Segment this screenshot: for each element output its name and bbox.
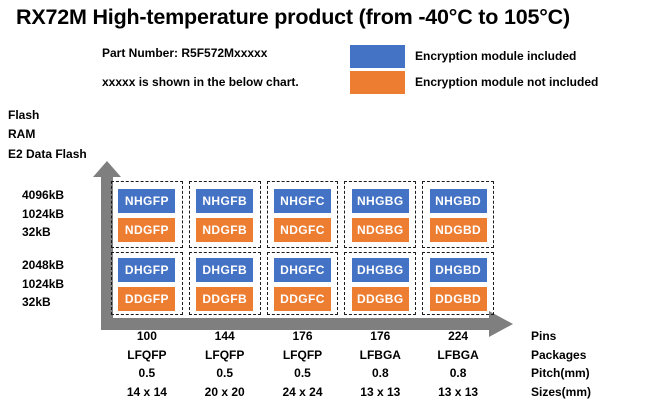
part-chip-encrypted: DHGFB (196, 258, 254, 282)
part-chip-not-encrypted: NDGBD (429, 218, 487, 242)
memory-label: 4096kB (22, 188, 65, 202)
part-chip-not-encrypted: DDGFP (118, 287, 176, 311)
part-chip-not-encrypted: NDGFB (196, 218, 254, 242)
table-row-pins: 100 144 176 176 224 (111, 327, 494, 346)
package-value: LFQFP (205, 347, 245, 362)
product-grid-row-2: DHGFP DDGFP DHGFB DDGFB DHGFC DDGFC DHGB… (111, 252, 494, 315)
memory-group-2-labels: 2048kB 1024kB 32kB (22, 256, 64, 312)
part-chip-not-encrypted: NDGBG (351, 218, 409, 242)
package-value: LFQFP (282, 347, 323, 362)
row-label-packages: Packages (531, 347, 587, 362)
package-value: LFBGA (359, 347, 401, 362)
memory-group-1-labels: 4096kB 1024kB 32kB (22, 186, 64, 242)
x-axis-arrow (101, 318, 490, 330)
grid-cell: DHGFB DDGFB (188, 252, 261, 315)
row-label-pins: Pins (531, 329, 557, 343)
pitch-value: 0.8 (371, 366, 389, 380)
table-row-pitch: 0.5 0.5 0.5 0.8 0.8 (111, 364, 494, 383)
pitch-value: 0.5 (216, 366, 234, 380)
part-chip-encrypted: DHGFC (273, 258, 331, 282)
part-chip-not-encrypted: DDGFB (196, 287, 254, 311)
part-chip-encrypted: DHGBD (429, 258, 487, 282)
table-row-packages: LFQFP LFQFP LFQFP LFBGA LFBGA (111, 346, 494, 365)
y-axis-arrow-head-icon (93, 161, 121, 177)
pitch-value: 0.8 (449, 366, 467, 380)
part-chip-encrypted: NHGFB (196, 189, 254, 213)
grid-cell: NHGFC NDGFC (266, 181, 339, 248)
size-value: 24 x 24 (282, 384, 323, 399)
part-number-text: Part Number: R5F572Mxxxxx (102, 46, 268, 60)
memory-label: 1024kB (22, 276, 65, 291)
part-chip-not-encrypted: DDGBD (429, 287, 487, 311)
memory-label: 1024kB (22, 206, 65, 221)
part-chip-encrypted: NHGFP (118, 189, 176, 213)
package-table-row-labels: Pins Packages Pitch(mm) Sizes(mm) (531, 327, 591, 401)
pins-value: 144 (214, 329, 235, 343)
grid-cell: NHGFB NDGFB (188, 181, 261, 248)
y-axis-header-ram: RAM (8, 127, 36, 142)
pitch-value: 0.5 (138, 366, 156, 380)
memory-label: 32kB (22, 225, 51, 239)
size-value: 14 x 14 (126, 384, 167, 399)
y-axis-header: Flash RAM E2 Data Flash (8, 106, 87, 164)
package-value: LFQFP (127, 347, 167, 362)
grid-cell: NHGBD NDGBD (422, 181, 494, 248)
table-row-sizes: 14 x 14 20 x 20 24 x 24 13 x 13 13 x 13 (111, 383, 494, 402)
row-label-pitch: Pitch(mm) (531, 366, 590, 380)
pins-value: 176 (370, 329, 391, 343)
part-chip-encrypted: NHGBD (429, 189, 487, 213)
part-chip-not-encrypted: DDGFC (273, 287, 331, 311)
grid-cell: DHGFC DDGFC (266, 252, 339, 315)
package-value: LFBGA (437, 347, 479, 362)
pins-value: 176 (292, 329, 313, 343)
part-chip-encrypted: NHGBG (351, 189, 409, 213)
y-axis-arrow (101, 176, 113, 330)
size-value: 13 x 13 (360, 384, 401, 399)
legend-swatch-encryption-not-included (350, 71, 405, 94)
part-chip-not-encrypted: DDGBG (351, 287, 409, 311)
y-axis-header-flash: Flash (8, 108, 40, 122)
page-title: RX72M High-temperature product (from -40… (16, 5, 570, 29)
size-value: 13 x 13 (438, 384, 479, 399)
memory-label: 32kB (22, 295, 51, 309)
legend-label-encryption-included: Encryption module included (415, 49, 577, 63)
product-grid-row-1: NHGFP NDGFP NHGFB NDGFB NHGFC NDGFC NHGB… (111, 181, 494, 248)
pins-value: 100 (136, 329, 157, 343)
part-chip-encrypted: NHGFC (273, 189, 331, 213)
y-axis-header-e2-data-flash: E2 Data Flash (8, 146, 87, 161)
x-axis-arrow-head-icon (489, 311, 513, 337)
part-number-note: xxxxx is shown in the below chart. (102, 75, 299, 89)
grid-cell: DHGBG DDGBG (344, 252, 417, 315)
row-label-sizes: Sizes(mm) (531, 384, 592, 399)
part-chip-not-encrypted: NDGFP (118, 218, 176, 242)
package-table: 100 144 176 176 224 LFQFP LFQFP LFQFP LF… (111, 327, 494, 401)
grid-cell: DHGFP DDGFP (111, 252, 183, 315)
grid-cell: DHGBD DDGBD (422, 252, 494, 315)
size-value: 20 x 20 (204, 384, 245, 399)
pins-value: 224 (448, 329, 469, 343)
legend-label-encryption-not-included: Encryption module not included (415, 75, 599, 89)
grid-cell: NHGFP NDGFP (111, 181, 183, 248)
pitch-value: 0.5 (294, 366, 311, 380)
part-chip-encrypted: DHGFP (118, 258, 176, 282)
grid-cell: NHGBG NDGBG (344, 181, 417, 248)
memory-label: 2048kB (22, 258, 65, 272)
part-chip-not-encrypted: NDGFC (273, 218, 331, 242)
legend-swatch-encryption-included (350, 45, 405, 68)
part-chip-encrypted: DHGBG (351, 258, 409, 282)
